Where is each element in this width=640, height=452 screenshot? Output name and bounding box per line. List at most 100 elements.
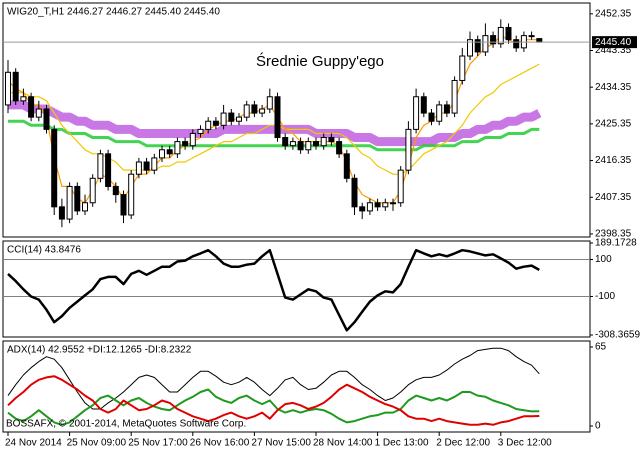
candle-body [536,38,543,43]
candle-body [28,96,35,118]
panel-title: CCI(14) 43.8476 [7,245,81,256]
y-tick-label: 2443.35 [595,45,632,56]
candle-body [251,104,258,114]
candle-body [228,112,235,122]
candle-body [66,185,73,220]
indicator-line [7,248,540,332]
candle-body [82,202,88,212]
candle-body [135,161,142,175]
candle-body [320,137,327,147]
y-tick-label: -100 [595,291,615,302]
candle-body [20,96,27,102]
candle-body [289,141,296,147]
candle-body [112,185,119,196]
candle-body [166,149,173,155]
candle-body [43,108,50,130]
candle-body [467,39,473,57]
y-tick-label: 2416.35 [595,155,632,166]
candle-body [482,35,489,53]
current-price-box [592,36,637,49]
x-tick-label: 27 Nov 15:00 [251,438,311,449]
candle-body [313,141,319,147]
candle-body [451,79,458,114]
candle-body [436,104,443,122]
candle-body [97,153,104,179]
candle-body [259,108,266,114]
candle-body [405,128,412,171]
indicator-line [7,347,540,410]
panel-frame [2,240,591,338]
moving-average [8,63,540,175]
candle-body [236,116,242,122]
candle-body [205,120,212,130]
candle-body [189,132,196,147]
candle-body [243,104,250,118]
candle-body [151,157,158,171]
candle-body [351,177,358,208]
y-tick-label: 65 [595,342,607,353]
x-tick-label: 25 Nov 17:00 [128,438,188,449]
candle-body [120,194,127,216]
panel-frame [2,340,591,433]
candle-body [282,137,289,147]
candle-body [74,185,81,212]
x-tick-label: 2 Dec 12:00 [436,438,490,449]
x-tick-label: 3 Dec 12:00 [498,438,552,449]
x-tick-label: 25 Nov 09:00 [67,438,127,449]
x-tick-label: 1 Dec 13:00 [375,438,429,449]
candle-body [128,173,135,216]
moving-average [7,35,540,204]
candle-body [105,153,112,187]
moving-average [8,119,540,152]
candle-body [413,96,420,130]
candle-body [382,202,389,208]
candle-body [459,55,466,81]
x-tick-label: 26 Nov 16:00 [190,438,250,449]
candle-body [497,26,504,45]
candle-body [397,169,404,204]
candle-body [174,141,181,155]
candle-body [197,128,204,134]
candle-body [297,141,304,151]
indicator-line [7,388,540,426]
candle-body [528,35,535,38]
candle-body [443,104,450,114]
candle-body [328,137,335,143]
candle-body [420,96,427,114]
y-tick-label: 2407.35 [595,192,632,203]
panel-title: ADX(14) 42.9552 +DI:12.1265 -DI:8.2322 [7,345,192,356]
candle-body [474,39,481,53]
current-price-label: 2445.40 [595,37,632,48]
candle-body [35,108,42,118]
candle-body [5,71,11,106]
y-tick-label: -308.3659 [595,330,640,341]
candle-body [374,202,381,208]
candle-body [212,120,219,126]
candle-body [513,39,520,49]
candle-body [505,26,512,41]
y-tick-label: 2398.35 [595,229,632,240]
copyright: BOSSAFX, © 2001-2014, MetaQuotes Softwar… [6,419,246,430]
candle-body [305,141,312,151]
candle-body [359,206,366,212]
candle-body [266,96,273,110]
indicator-line [7,375,540,426]
annotation: Średnie Guppy'ego [256,52,384,70]
candle-body [366,202,373,212]
candle-body [220,112,227,126]
y-tick-label: 2434.35 [595,82,632,93]
y-tick-label: 0 [595,421,601,432]
candle-body [58,206,65,220]
x-tick-label: 28 Nov 14:00 [313,438,373,449]
candle-body [51,128,58,208]
candle-body [343,153,350,179]
candle-body [390,202,396,205]
candle-body [490,35,497,45]
candle-body [274,96,281,139]
y-tick-label: 100 [595,254,612,265]
candle-body [428,112,435,122]
y-tick-label: 2425.35 [595,119,632,130]
candle-body [159,149,165,159]
